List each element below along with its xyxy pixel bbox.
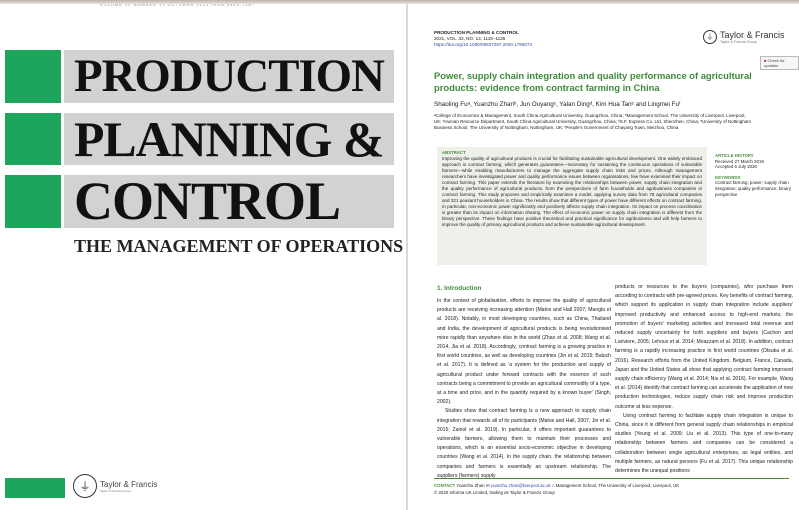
- authors: Shaoling Fuᵃ, Yuanzhu Zhanᵇ, Jun Ouyangᶜ…: [434, 101, 681, 108]
- keywords-label: KEYWORDS: [715, 174, 741, 180]
- email-icon: ✉: [485, 483, 490, 488]
- keywords: Contract farming; power; supply chain in…: [715, 180, 791, 197]
- cover-green-block: [5, 175, 61, 228]
- cover-green-block: [5, 50, 61, 103]
- contact-label: CONTACT: [434, 483, 456, 488]
- publisher-logo: ⏚ Taylor & Francis Taylor & Francis Grou…: [703, 30, 785, 44]
- cover-subtitle: THE MANAGEMENT OF OPERATIONS: [74, 236, 404, 256]
- left-column: 1. Introduction In the context of global…: [437, 284, 611, 481]
- check-for-updates-button[interactable]: ■ Check for updates: [760, 56, 799, 70]
- cover-green-block: [5, 113, 61, 165]
- contact-email-link[interactable]: yuanzhu.zhan@liverpool.ac.uk: [490, 483, 551, 488]
- history-label: ARTICLE HISTORY: [715, 153, 754, 158]
- cover-publisher-group: Taylor & Francis Group: [100, 488, 131, 493]
- top-shadow: [0, 0, 799, 4]
- location-icon: ⌂: [551, 483, 555, 488]
- article-title: Power, supply chain integration and qual…: [434, 70, 752, 93]
- journal-cover: VOLUME 32 NUMBER 13 OCTOBER 2021 ISSN 09…: [5, 0, 408, 510]
- affiliations: ᵃCollege of Economics & Management, Sout…: [434, 113, 752, 130]
- contact-name: Yuanzhu Zhan: [456, 483, 485, 488]
- abstract-box: ABSTRACT Improving the quality of agricu…: [437, 147, 707, 265]
- received-date: Received 27 March 2019: [715, 158, 764, 164]
- journal-header: PRODUCTION PLANNING & CONTROL 2021, VOL.…: [434, 30, 532, 48]
- contact-address: Management School, The University of Liv…: [555, 483, 680, 488]
- paragraph: Using contract farming to facilitate sup…: [615, 412, 793, 475]
- abstract-label: ABSTRACT: [442, 150, 466, 155]
- cover-publisher-name: Taylor & Francis: [100, 479, 158, 489]
- accepted-date: Accepted 6 July 2020: [715, 164, 757, 170]
- paragraph: In the context of globalisation, efforts…: [437, 298, 611, 406]
- journal-name: PRODUCTION PLANNING & CONTROL: [434, 30, 519, 35]
- right-column: products or resources to the buyers (com…: [615, 283, 793, 476]
- cover-title-line-2: PLANNING &: [64, 113, 394, 166]
- publisher-name: Taylor & Francis: [720, 30, 785, 40]
- article-sidebar: ARTICLE HISTORY Received 27 March 2019 A…: [715, 153, 795, 197]
- section-heading: 1. Introduction: [437, 285, 482, 292]
- cover-green-block: [5, 478, 65, 498]
- volume-line: 2021, VOL. 32, NO. 13, 1119–1135: [434, 36, 506, 41]
- copyright: © 2020 Informa UK Limited, trading as Ta…: [434, 490, 555, 495]
- cover-issue-line: VOLUME 32 NUMBER 13 OCTOBER 2021 ISSN 09…: [100, 2, 255, 7]
- doi-link[interactable]: https://doi.org/10.1080/09537287.2020.17…: [434, 42, 533, 47]
- paragraph: products or resources to the buyers (com…: [615, 284, 793, 410]
- cover-title-line-1: PRODUCTION: [64, 50, 394, 103]
- article-first-page: PRODUCTION PLANNING & CONTROL 2021, VOL.…: [413, 4, 799, 510]
- cover-title-line-3: CONTROL: [64, 174, 394, 228]
- check-updates-label: Check for updates: [764, 58, 785, 68]
- lamp-icon: ⏚: [73, 474, 97, 498]
- paragraph: Studies show that contract farming is a …: [437, 408, 611, 479]
- footer: CONTACT Yuanzhu Zhan ✉ yuanzhu.zhan@live…: [434, 478, 789, 496]
- publisher-group: Taylor & Francis Group: [720, 40, 757, 44]
- lamp-icon: ⏚: [703, 30, 717, 44]
- cover-publisher-logo: ⏚ Taylor & Francis Taylor & Francis Grou…: [73, 474, 157, 498]
- abstract-text: Improving the quality of agricultural pr…: [442, 156, 702, 227]
